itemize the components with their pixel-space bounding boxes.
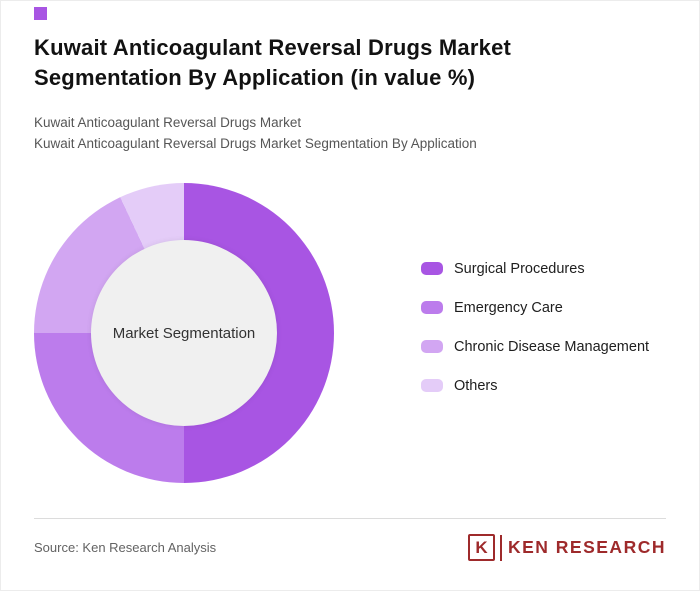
page-title: Kuwait Anticoagulant Reversal Drugs Mark… — [34, 33, 634, 93]
legend-item: Surgical Procedures — [421, 260, 649, 277]
legend-swatch-others — [421, 379, 443, 392]
subtitle: Kuwait Anticoagulant Reversal Drugs Mark… — [34, 112, 654, 154]
subtitle-line-1: Kuwait Anticoagulant Reversal Drugs Mark… — [34, 115, 302, 130]
legend-swatch-surgical-procedures — [421, 262, 443, 275]
source-text: Source: Ken Research Analysis — [34, 540, 217, 555]
donut-chart: Market Segmentation — [34, 183, 334, 483]
title-line-2: Segmentation By Application (in value %) — [34, 65, 476, 90]
legend-swatch-chronic-disease-management — [421, 340, 443, 353]
logo-text: KEN RESEARCH — [507, 537, 666, 557]
logo-separator — [499, 534, 502, 561]
chart-legend: Surgical Procedures Emergency Care Chron… — [421, 261, 649, 417]
footer-divider — [34, 518, 666, 519]
donut-center-label: Market Segmentation — [112, 324, 256, 342]
accent-square — [34, 7, 47, 20]
donut-hole: Market Segmentation — [91, 240, 277, 426]
legend-label: Others — [454, 377, 498, 394]
legend-item: Chronic Disease Management — [421, 338, 650, 355]
title-line-1: Kuwait Anticoagulant Reversal Drugs Mark… — [34, 35, 512, 60]
legend-label: Emergency Care — [454, 299, 563, 316]
subtitle-line-2: Kuwait Anticoagulant Reversal Drugs Mark… — [34, 136, 477, 151]
legend-label: Surgical Procedures — [454, 260, 585, 277]
legend-item: Others — [421, 377, 649, 394]
ken-research-logo: K KEN RESEARCH — [467, 534, 666, 561]
legend-label: Chronic Disease Management — [454, 338, 650, 355]
legend-swatch-emergency-care — [421, 301, 443, 314]
logo-k-box: K — [467, 534, 495, 561]
legend-item: Emergency Care — [421, 299, 649, 316]
